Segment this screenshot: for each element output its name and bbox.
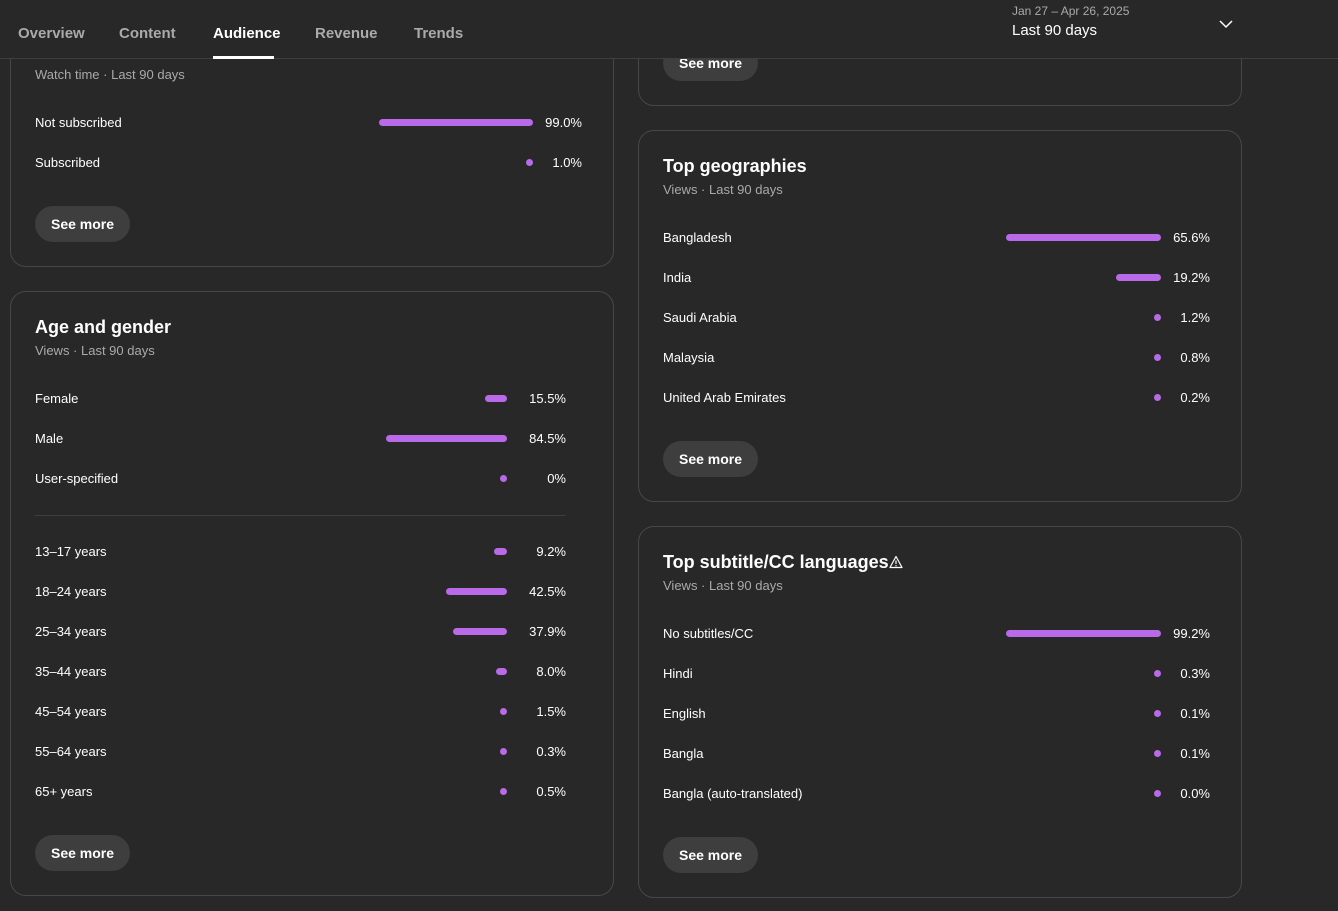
- row-bar: [500, 708, 507, 715]
- row-value: 0.8%: [1180, 350, 1210, 365]
- row-bar: [485, 395, 507, 402]
- divider: [35, 515, 566, 516]
- see-more-button[interactable]: See more: [35, 835, 131, 871]
- tab-overview[interactable]: Overview: [18, 25, 85, 42]
- row-bar: [1006, 234, 1161, 241]
- chevron-down-icon[interactable]: [1218, 16, 1234, 32]
- row-bar: [1116, 274, 1161, 281]
- card-subtitle: Watch time · Last 90 days: [35, 67, 185, 82]
- row-value: 1.5%: [536, 704, 566, 719]
- row-label: 25–34 years: [35, 624, 107, 639]
- row-bar: [1154, 354, 1161, 361]
- top-geographies-card: Top geographies Views · Last 90 days Ban…: [638, 130, 1242, 502]
- row-bar: [1154, 670, 1161, 677]
- row-value: 0.3%: [1180, 666, 1210, 681]
- row-bar: [526, 159, 533, 166]
- row-bar: [494, 548, 507, 555]
- row-value: 0.0%: [1180, 786, 1210, 801]
- row-bar: [1154, 394, 1161, 401]
- row-bar: [496, 668, 507, 675]
- card-subtitle: Views · Last 90 days: [663, 182, 783, 197]
- row-label: India: [663, 270, 692, 285]
- row-value: 0.3%: [536, 744, 566, 759]
- see-more-button[interactable]: See more: [663, 837, 759, 873]
- card-title: Top subtitle/CC languages: [663, 552, 889, 572]
- row-value: 42.5%: [529, 584, 566, 599]
- row-bar: [1006, 630, 1161, 637]
- row-label: Female: [35, 391, 79, 406]
- top-subtitle-languages-card: Top subtitle/CC languages Views · Last 9…: [638, 526, 1242, 898]
- row-label: Bangla: [663, 746, 704, 761]
- row-value: 0.1%: [1180, 746, 1210, 761]
- row-value: 15.5%: [529, 391, 566, 406]
- row-value: 0.5%: [536, 784, 566, 799]
- row-value: 8.0%: [536, 664, 566, 679]
- row-bar: [500, 788, 507, 795]
- see-more-button[interactable]: See more: [35, 206, 131, 242]
- row-value: 1.0%: [552, 155, 582, 170]
- row-value: 0.2%: [1180, 390, 1210, 405]
- tab-content[interactable]: Content: [119, 25, 176, 42]
- row-bar: [1154, 314, 1161, 321]
- row-label: United Arab Emirates: [663, 390, 786, 405]
- top-navigation: Overview Content Audience Revenue Trends…: [0, 0, 1338, 59]
- see-more-button[interactable]: See more: [663, 441, 759, 477]
- row-label: Male: [35, 431, 64, 446]
- row-label: English: [663, 706, 706, 721]
- date-range-label: Last 90 days: [1012, 22, 1098, 39]
- row-bar: [453, 628, 507, 635]
- card-subtitle: Views · Last 90 days: [35, 343, 155, 358]
- tab-audience[interactable]: Audience: [213, 25, 281, 42]
- subscription-status-card: Watch time · Last 90 days Not subscribed…: [10, 20, 614, 267]
- warning-icon[interactable]: [889, 555, 903, 569]
- row-value: 0.1%: [1180, 706, 1210, 721]
- row-bar: [1154, 710, 1161, 717]
- row-value: 65.6%: [1173, 230, 1210, 245]
- row-bar: [379, 119, 533, 126]
- row-label: 45–54 years: [35, 704, 107, 719]
- row-label: Malaysia: [663, 350, 715, 365]
- row-label: 65+ years: [35, 784, 93, 799]
- tab-revenue[interactable]: Revenue: [315, 25, 378, 42]
- row-bar: [500, 475, 507, 482]
- row-label: Hindi: [663, 666, 693, 681]
- row-label: 55–64 years: [35, 744, 107, 759]
- row-label: User-specified: [35, 471, 119, 486]
- active-tab-indicator: [213, 56, 274, 59]
- row-label: Bangladesh: [663, 230, 732, 245]
- row-bar: [1154, 790, 1161, 797]
- row-value: 37.9%: [529, 624, 566, 639]
- row-bar: [500, 748, 507, 755]
- row-label: Subscribed: [35, 155, 101, 170]
- row-bar: [1154, 750, 1161, 757]
- row-bar: [386, 435, 507, 442]
- row-value: 1.2%: [1180, 310, 1210, 325]
- row-label: 35–44 years: [35, 664, 107, 679]
- tab-trends[interactable]: Trends: [414, 25, 464, 42]
- card-title: Top geographies: [663, 156, 807, 176]
- row-value: 9.2%: [536, 544, 566, 559]
- row-bar: [446, 588, 507, 595]
- row-label: No subtitles/CC: [663, 626, 754, 641]
- row-label: Saudi Arabia: [663, 310, 737, 325]
- row-value: 99.0%: [545, 115, 582, 130]
- row-value: 99.2%: [1173, 626, 1210, 641]
- row-label: 13–17 years: [35, 544, 107, 559]
- age-gender-card: Age and gender Views · Last 90 days Fema…: [10, 291, 614, 896]
- row-label: Not subscribed: [35, 115, 122, 130]
- row-label: Bangla (auto-translated): [663, 786, 803, 801]
- date-range-text: Jan 27 – Apr 26, 2025: [1012, 4, 1130, 18]
- row-value: 19.2%: [1173, 270, 1210, 285]
- card-title: Age and gender: [35, 317, 172, 337]
- row-value: 0%: [547, 471, 566, 486]
- row-label: 18–24 years: [35, 584, 107, 599]
- card-subtitle: Views · Last 90 days: [663, 578, 783, 593]
- row-value: 84.5%: [529, 431, 566, 446]
